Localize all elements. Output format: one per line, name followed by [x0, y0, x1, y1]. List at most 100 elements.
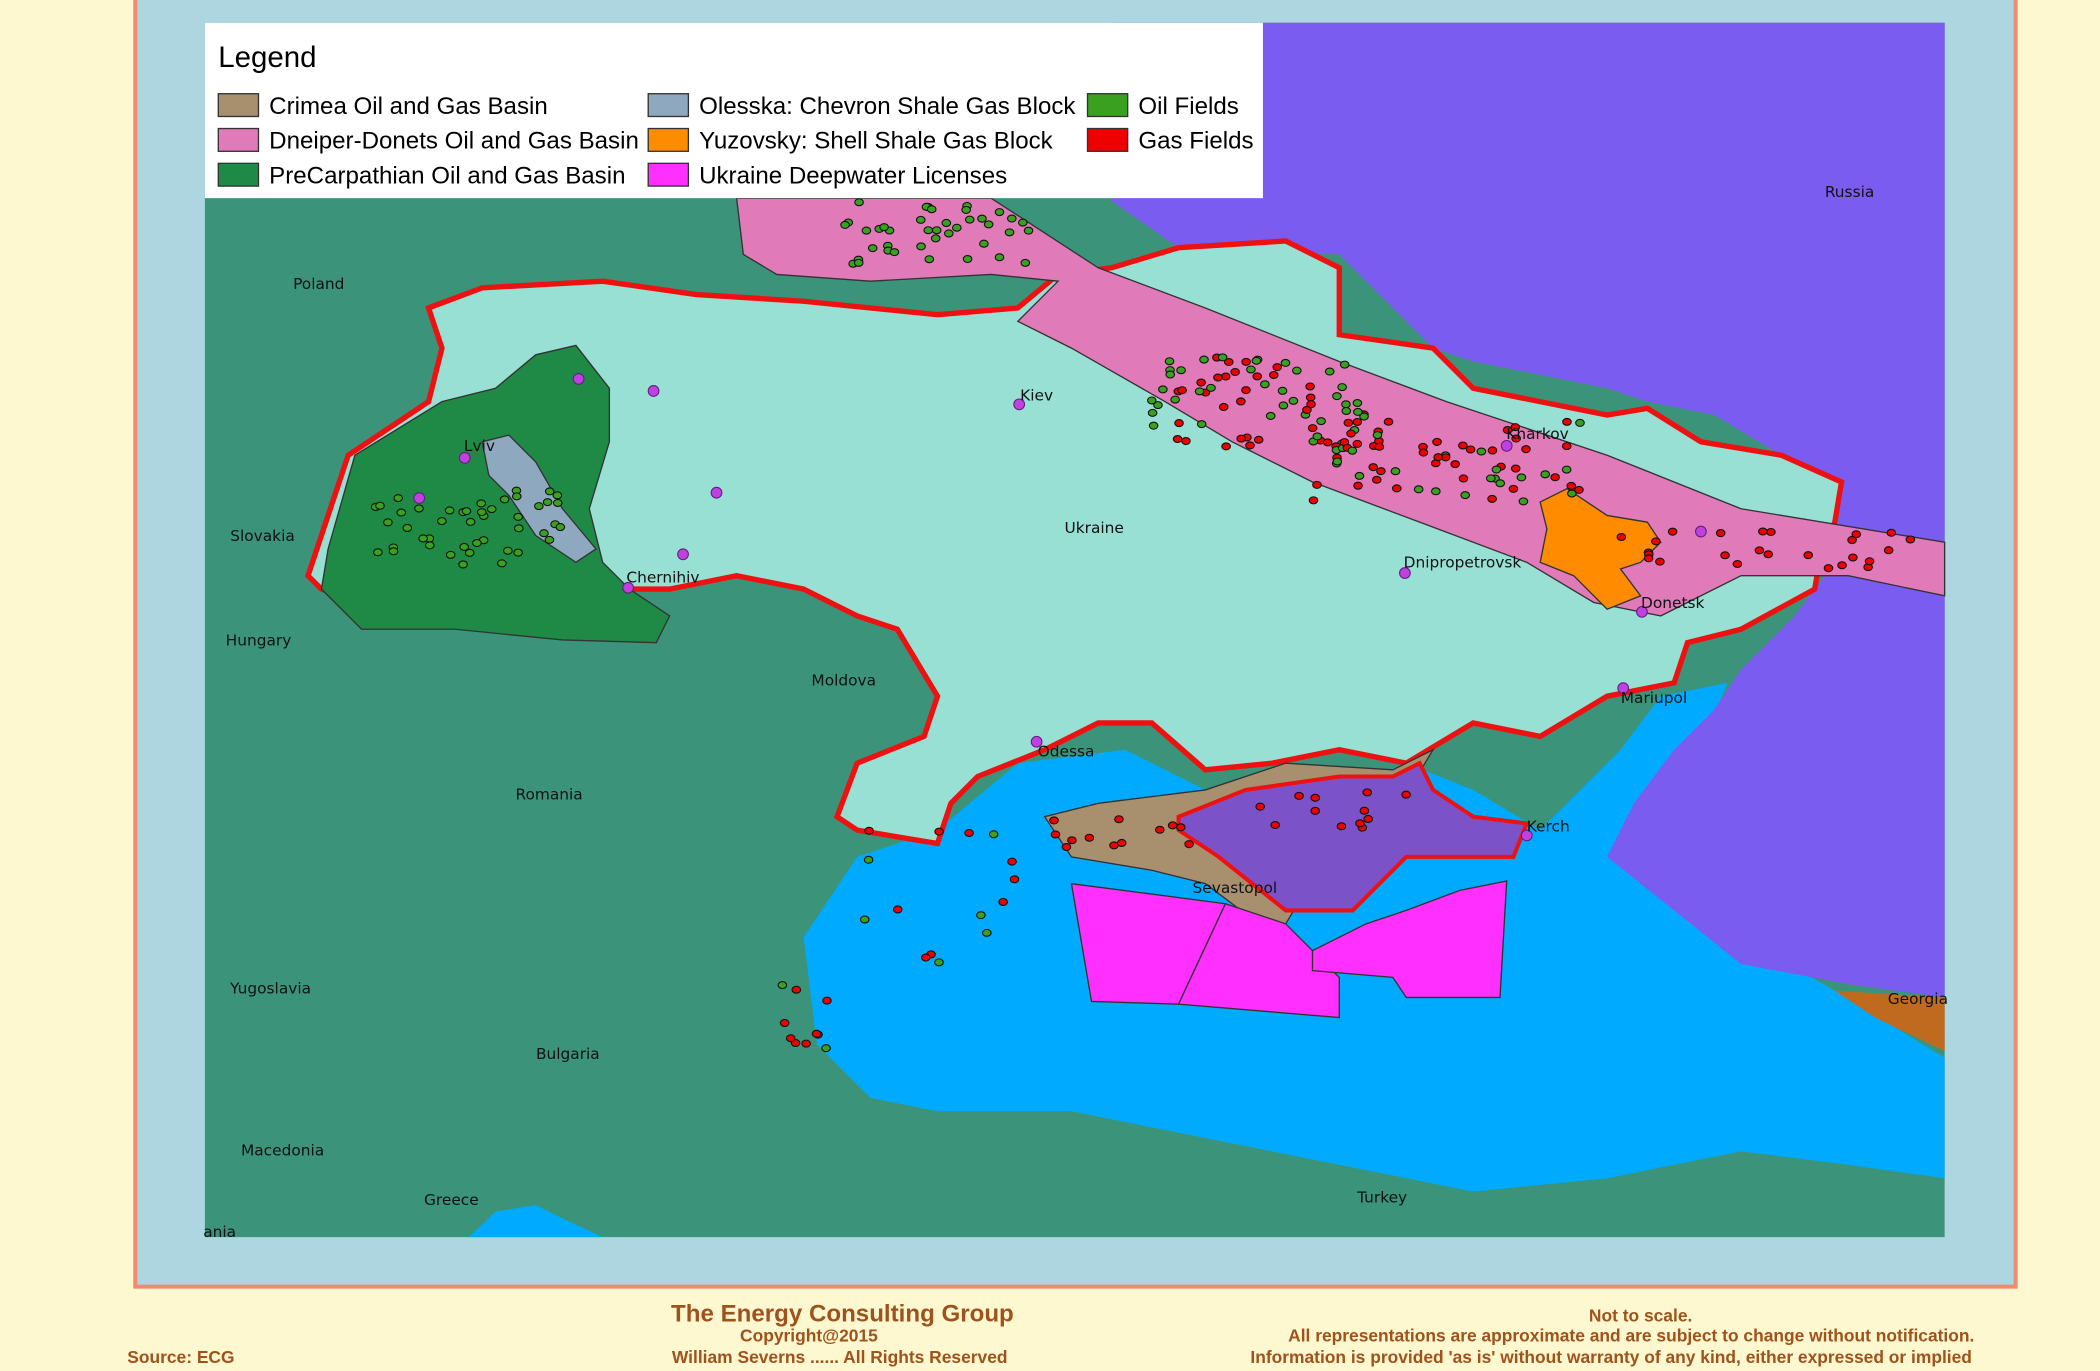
field: [1337, 383, 1347, 392]
place-label: Greece: [424, 1191, 479, 1209]
deepwater-block: [1311, 880, 1508, 999]
legend-swatch: [217, 162, 260, 187]
field: [1305, 393, 1316, 402]
field: [1217, 353, 1228, 362]
place-label: Poland: [293, 275, 344, 293]
field: [1341, 406, 1352, 415]
field: [1049, 816, 1059, 825]
field: [944, 229, 954, 238]
place-label: Georgia: [1888, 990, 1948, 1008]
fields: [370, 198, 1916, 1053]
field: [920, 953, 931, 962]
crimea: [1176, 760, 1530, 913]
place-label: Romania: [515, 785, 582, 803]
field: [941, 218, 952, 227]
field: [1116, 838, 1127, 847]
field: [1310, 793, 1321, 802]
disclaimer: Information is provided 'as is' without …: [1250, 1347, 1972, 1367]
field: [1460, 491, 1471, 500]
field: [915, 215, 926, 224]
field: [1763, 550, 1774, 559]
field: [418, 534, 428, 543]
field: [981, 928, 992, 937]
field: [1006, 214, 1017, 223]
place-label: Yugoslavia: [229, 979, 311, 997]
field: [1343, 418, 1354, 427]
field: [458, 560, 468, 569]
field: [1294, 791, 1304, 800]
field: [1758, 527, 1768, 536]
deepwater-block: [1177, 902, 1340, 1019]
field: [1220, 372, 1231, 381]
field: [1312, 480, 1322, 489]
field: [1270, 821, 1281, 830]
field: [486, 505, 497, 514]
field: [1847, 536, 1857, 545]
field: [539, 529, 549, 538]
field: [864, 826, 874, 835]
field: [383, 518, 393, 527]
legend-swatch: [647, 162, 690, 187]
field: [1550, 473, 1560, 482]
author: William Severns ...... All Rights Reserv…: [672, 1347, 1008, 1367]
field: [1245, 441, 1255, 450]
field: [964, 828, 974, 837]
precarpathian-basin: [320, 344, 671, 644]
field: [373, 548, 383, 557]
field: [822, 996, 832, 1005]
field: [1165, 370, 1176, 379]
place-label: Kharkov: [1506, 425, 1568, 443]
field: [1181, 437, 1191, 446]
legend-label: PreCarpathian Oil and Gas Basin: [269, 162, 625, 189]
place-label: Ukraine: [1064, 519, 1123, 537]
field: [1302, 405, 1312, 414]
legend: Crimea Oil and Gas Basin Dneiper-Donets O…: [217, 93, 1254, 189]
legend-label: Crimea Oil and Gas Basin: [269, 93, 548, 120]
field: [1391, 484, 1402, 493]
place-label: Kiev: [1020, 386, 1053, 404]
legend-label: Gas Fields: [1138, 128, 1253, 155]
city-dot: [1617, 682, 1630, 695]
field: [1324, 367, 1335, 376]
field: [1020, 258, 1031, 267]
field: [1362, 788, 1373, 797]
field: [962, 255, 973, 264]
field: [1172, 435, 1183, 444]
place-label: Chernihiv: [626, 568, 699, 586]
field: [1567, 489, 1577, 498]
field: [555, 523, 566, 532]
field: [402, 523, 413, 532]
field: [983, 220, 994, 229]
field: [1616, 533, 1627, 542]
field: [1352, 417, 1363, 426]
city-dot: [647, 385, 660, 397]
field: [1306, 400, 1316, 409]
field: [534, 502, 544, 511]
field: [1487, 446, 1498, 455]
field: [926, 205, 937, 214]
field: [1643, 554, 1654, 563]
field: [1886, 528, 1897, 537]
field: [1851, 530, 1862, 539]
place-labels: Poland Slovakia Hungary Romania Moldova Ukrai…: [203, 183, 1948, 1241]
field: [1167, 821, 1178, 830]
russia: [1111, 22, 1945, 998]
legend-label: Oil Fields: [1138, 93, 1238, 120]
field: [964, 215, 975, 224]
field: [552, 498, 563, 507]
city-dot: [1636, 605, 1648, 618]
field: [1491, 465, 1502, 474]
field: [951, 223, 962, 232]
field: [1177, 386, 1187, 395]
field: [1715, 529, 1726, 538]
field: [424, 541, 435, 550]
field: [1766, 527, 1776, 537]
field: [459, 542, 470, 551]
field: [1353, 481, 1363, 490]
city-dot: [1013, 398, 1026, 411]
field: [934, 958, 944, 967]
field: [1359, 412, 1369, 421]
field: [513, 512, 523, 521]
field: [892, 905, 903, 914]
place-label: ania: [203, 1223, 236, 1241]
